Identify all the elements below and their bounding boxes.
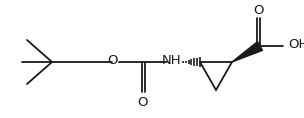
Text: NH: NH [162,55,182,67]
Text: OH: OH [288,38,304,51]
Text: O: O [254,4,264,17]
Polygon shape [232,42,262,62]
Text: O: O [138,97,148,110]
Text: O: O [107,55,117,67]
